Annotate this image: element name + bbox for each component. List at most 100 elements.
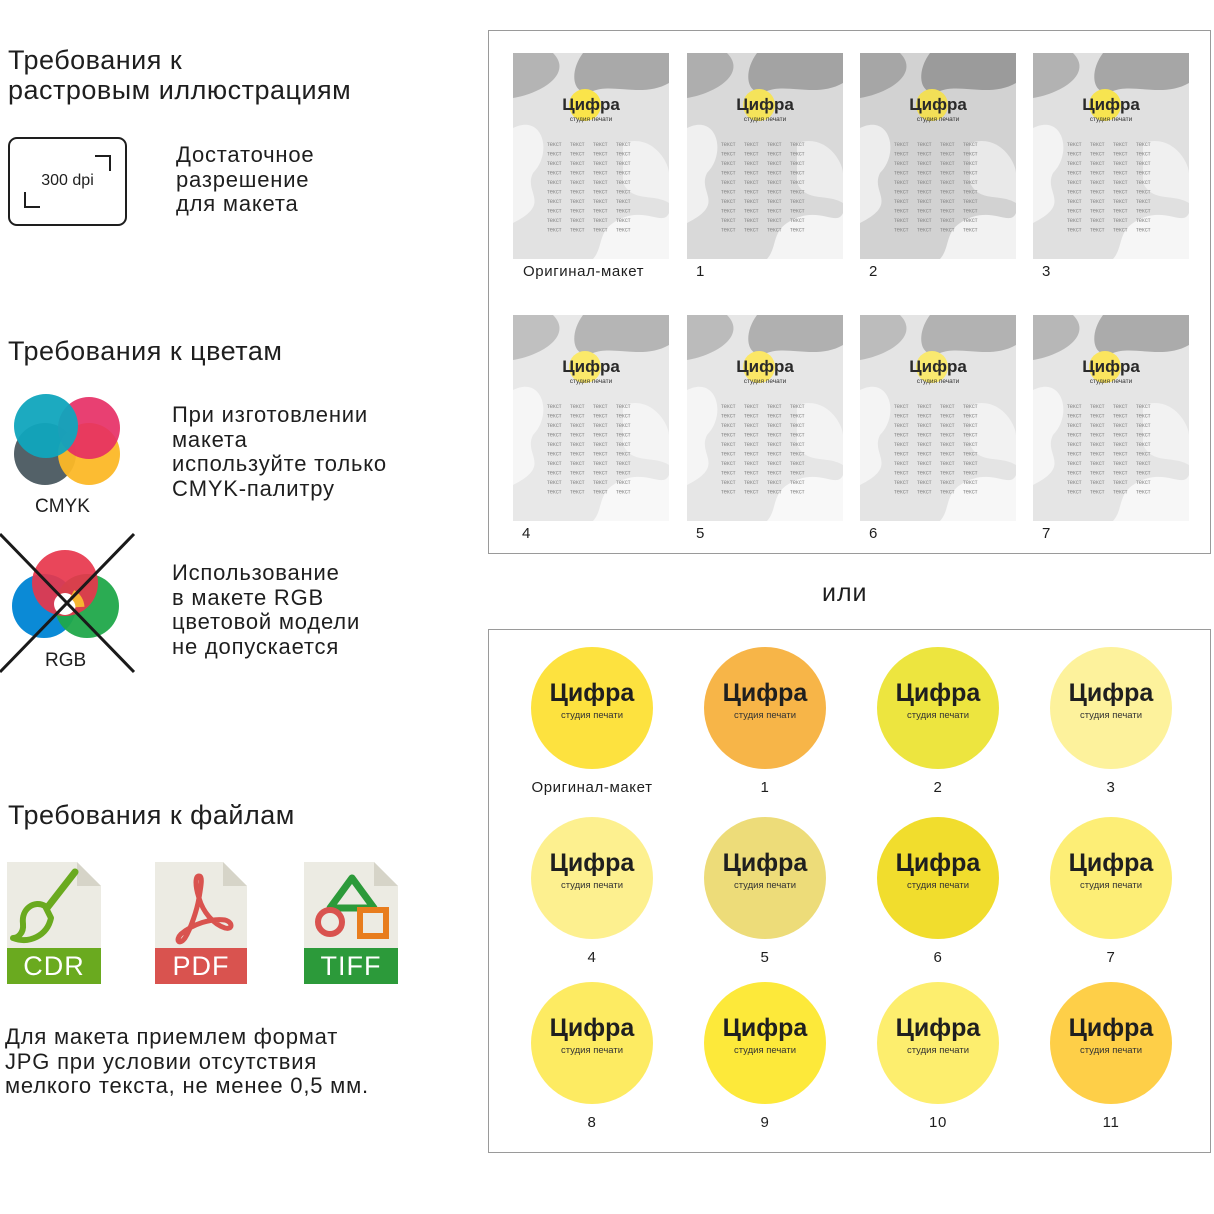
svg-text:текст: текст	[1113, 180, 1128, 186]
svg-text:текст: текст	[616, 218, 631, 224]
logo-circle: Цифра студия печати	[1050, 647, 1172, 769]
flyer-caption: 1	[696, 263, 705, 280]
circle-caption: 3	[1106, 779, 1116, 796]
svg-text:текст: текст	[721, 452, 736, 458]
svg-text:текст: текст	[616, 190, 631, 196]
svg-text:текст: текст	[1113, 480, 1128, 486]
svg-text:текст: текст	[721, 228, 736, 234]
svg-text:текст: текст	[1090, 452, 1105, 458]
rgb-circles-crossed-icon	[0, 532, 136, 674]
svg-text:текст: текст	[593, 490, 608, 496]
svg-text:текст: текст	[940, 461, 955, 467]
svg-text:текст: текст	[1136, 433, 1151, 439]
cmyk-desc-line: макета	[172, 426, 248, 452]
svg-text:текст: текст	[1067, 152, 1082, 158]
svg-text:текст: текст	[616, 404, 631, 410]
svg-text:текст: текст	[963, 190, 978, 196]
svg-text:текст: текст	[894, 209, 909, 215]
svg-text:текст: текст	[790, 471, 805, 477]
svg-text:текст: текст	[1090, 171, 1105, 177]
svg-text:текст: текст	[1090, 471, 1105, 477]
svg-text:текст: текст	[1090, 209, 1105, 215]
svg-text:текст: текст	[940, 442, 955, 448]
rgb-label: RGB	[45, 650, 87, 671]
shapes-icon	[315, 874, 389, 939]
circle-sub: студия печати	[1079, 710, 1143, 721]
svg-text:текст: текст	[721, 199, 736, 205]
svg-text:текст: текст	[1113, 404, 1128, 410]
dpi-frame-icon: 300 dpi	[8, 137, 127, 226]
circle-brand: Цифра	[549, 849, 635, 877]
logo-circle: Цифра студия печати	[1050, 817, 1172, 939]
svg-text:текст: текст	[767, 433, 782, 439]
svg-text:текст: текст	[1067, 404, 1082, 410]
svg-text:текст: текст	[1113, 414, 1128, 420]
raster-title-line2: растровым иллюстрациям	[8, 75, 352, 105]
svg-text:текст: текст	[790, 423, 805, 429]
svg-text:текст: текст	[593, 171, 608, 177]
svg-text:текст: текст	[1136, 414, 1151, 420]
svg-text:текст: текст	[940, 471, 955, 477]
svg-text:текст: текст	[940, 423, 955, 429]
svg-text:текст: текст	[790, 190, 805, 196]
logo-circle: Цифра студия печати	[877, 647, 999, 769]
circle-caption: 10	[929, 1114, 947, 1131]
svg-text:текст: текст	[1113, 490, 1128, 496]
circle-brand: Цифра	[722, 679, 808, 707]
circle-caption: 8	[587, 1114, 597, 1131]
svg-text:текст: текст	[963, 152, 978, 158]
svg-text:текст: текст	[547, 442, 562, 448]
svg-text:текст: текст	[1113, 433, 1128, 439]
cmyk-label: CMYK	[35, 496, 90, 517]
svg-text:текст: текст	[616, 171, 631, 177]
svg-text:текст: текст	[940, 152, 955, 158]
circle-sub: студия печати	[733, 710, 797, 721]
svg-text:текст: текст	[1067, 228, 1082, 234]
svg-text:текст: текст	[790, 442, 805, 448]
svg-text:текст: текст	[593, 480, 608, 486]
svg-text:текст: текст	[570, 199, 585, 205]
svg-text:текст: текст	[790, 142, 805, 148]
svg-text:текст: текст	[1113, 161, 1128, 167]
flyer-thumbnail: текст текст текст текст текст текст текст текст…	[860, 53, 1016, 259]
svg-text:текст: текст	[570, 152, 585, 158]
svg-text:текст: текст	[593, 471, 608, 477]
svg-text:текст: текст	[1113, 461, 1128, 467]
circle-caption: 11	[1102, 1114, 1120, 1131]
svg-text:текст: текст	[790, 461, 805, 467]
svg-text:текст: текст	[744, 471, 759, 477]
svg-text:текст: текст	[894, 471, 909, 477]
svg-text:текст: текст	[767, 152, 782, 158]
svg-text:текст: текст	[547, 218, 562, 224]
svg-text:текст: текст	[963, 423, 978, 429]
svg-text:текст: текст	[1136, 461, 1151, 467]
svg-text:текст: текст	[767, 480, 782, 486]
flyer-thumbnail: текст текст текст текст текст текст текст текст…	[860, 315, 1016, 521]
circle-brand: Цифра	[549, 679, 635, 707]
svg-text:текст: текст	[616, 414, 631, 420]
svg-text:текст: текст	[744, 461, 759, 467]
svg-text:текст: текст	[1067, 423, 1082, 429]
svg-text:текст: текст	[547, 199, 562, 205]
svg-text:текст: текст	[744, 452, 759, 458]
svg-text:текст: текст	[963, 142, 978, 148]
svg-text:текст: текст	[570, 461, 585, 467]
svg-text:текст: текст	[744, 171, 759, 177]
svg-text:текст: текст	[1090, 423, 1105, 429]
svg-text:текст: текст	[616, 471, 631, 477]
svg-text:текст: текст	[917, 442, 932, 448]
svg-text:текст: текст	[917, 218, 932, 224]
svg-text:текст: текст	[1113, 142, 1128, 148]
svg-text:текст: текст	[894, 480, 909, 486]
svg-text:текст: текст	[547, 152, 562, 158]
circle-sub: студия печати	[560, 880, 624, 891]
flyer-caption: 2	[869, 263, 878, 280]
svg-text:текст: текст	[917, 452, 932, 458]
svg-text:текст: текст	[917, 161, 932, 167]
raster-title-line1: Требования к	[8, 45, 183, 75]
svg-text:текст: текст	[767, 218, 782, 224]
thumb-brand: Цифра	[909, 357, 967, 376]
thumb-sub: студия печати	[916, 116, 960, 123]
svg-text:текст: текст	[744, 142, 759, 148]
svg-text:текст: текст	[547, 423, 562, 429]
